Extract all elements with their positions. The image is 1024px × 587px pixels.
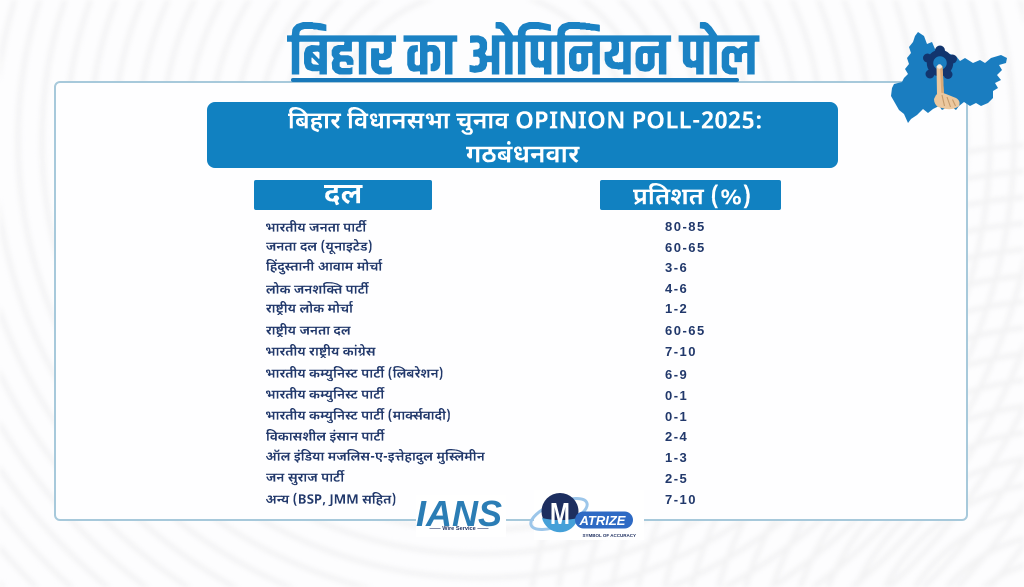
svg-text:M: M [550, 496, 570, 531]
svg-text:ATRIZE: ATRIZE [579, 513, 626, 528]
svg-text:SYMBOL OF ACCURACY: SYMBOL OF ACCURACY [582, 533, 636, 538]
